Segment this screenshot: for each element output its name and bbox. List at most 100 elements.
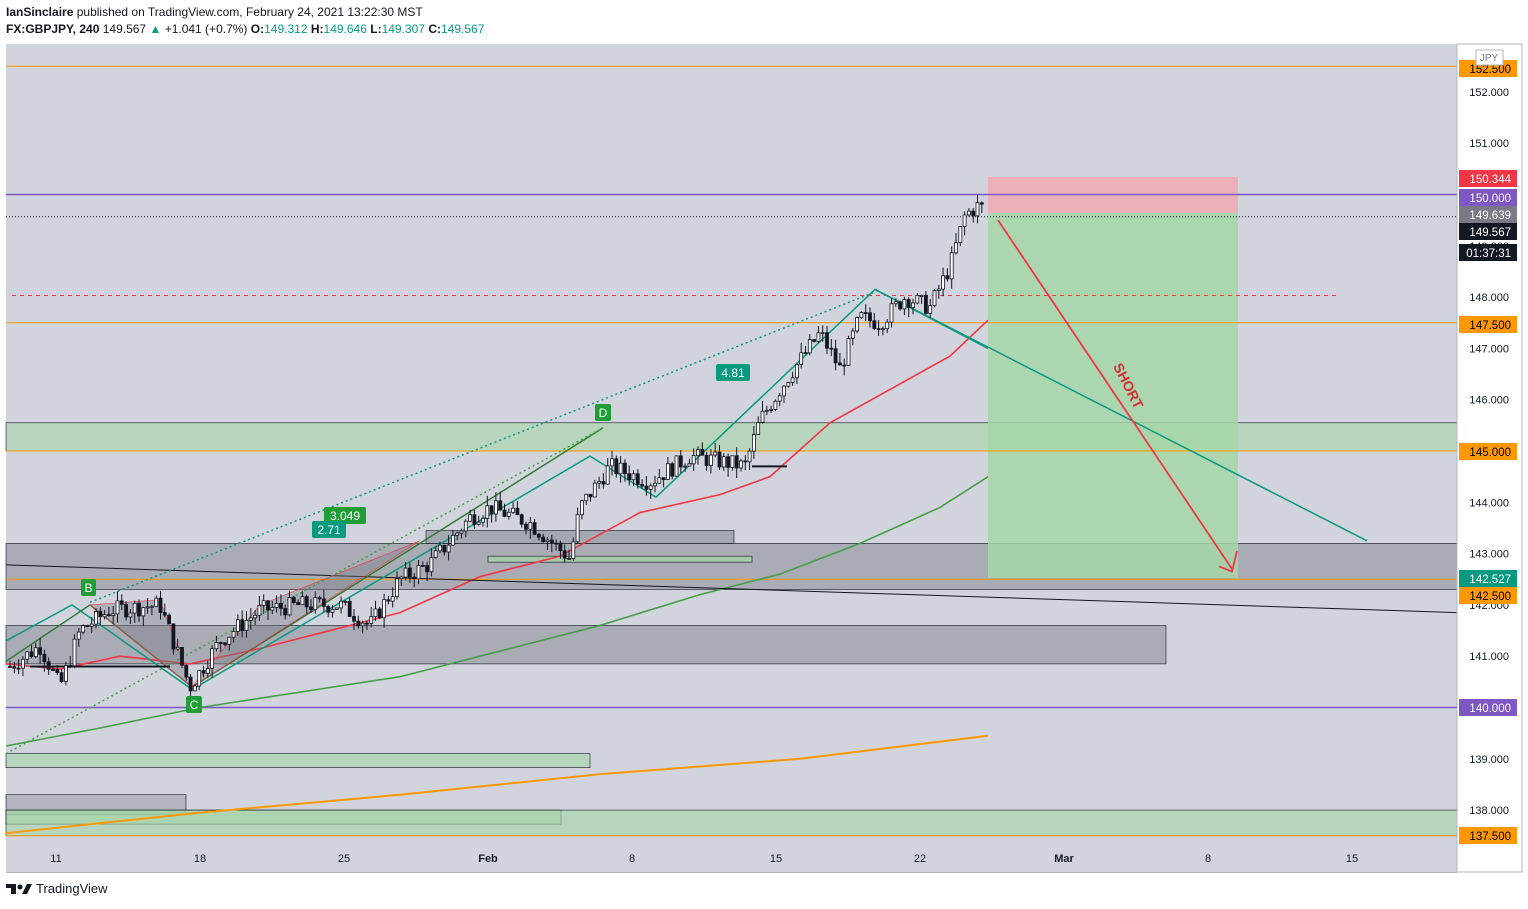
price-tag-label: 150.344 (1469, 174, 1511, 186)
pattern-label-d: D (599, 406, 608, 420)
candle-body (658, 478, 661, 484)
candle-body (821, 333, 824, 334)
candle-body (47, 662, 50, 670)
tradingview-logo-icon (6, 882, 32, 896)
candle-body (980, 203, 983, 204)
candle-body (503, 510, 506, 516)
candle-body (959, 227, 962, 243)
candle-body (679, 456, 682, 467)
candle-body (623, 463, 626, 473)
candle-body (873, 321, 876, 329)
candle-body (903, 300, 906, 309)
candle-body (262, 601, 265, 606)
candle-body (353, 617, 356, 622)
candle-body (817, 333, 820, 342)
candle-body (318, 598, 321, 599)
candle-body (649, 486, 652, 489)
y-tick-label: 151.000 (1469, 138, 1509, 150)
candle-body (967, 211, 970, 215)
candle-body (890, 304, 893, 322)
candle-body (924, 295, 927, 313)
candle-body (408, 568, 411, 577)
candle-body (697, 449, 700, 455)
zone-box-8 (6, 810, 1457, 836)
candle-body (533, 523, 536, 535)
candle-body (297, 603, 300, 605)
candle-body (632, 474, 635, 480)
candle-body (955, 243, 958, 253)
candle-body (615, 459, 618, 474)
candle-body (129, 613, 132, 617)
candle-body (752, 435, 755, 452)
candle-body (937, 289, 940, 290)
candle-body (464, 521, 467, 531)
candle-body (675, 456, 678, 476)
pattern-label-b: B (84, 581, 92, 595)
candle-body (486, 506, 489, 519)
price-tag-label: 142.500 (1469, 591, 1511, 603)
candle-body (727, 457, 730, 468)
candle-body (322, 599, 325, 606)
axis-divider (6, 872, 1457, 873)
zone-box-1 (6, 543, 1457, 589)
candle-body (206, 668, 209, 673)
candle-body (950, 253, 953, 279)
price-tag-label: 01:37:31 (1466, 248, 1511, 260)
candle-body (430, 558, 433, 572)
y-tick-label: 146.000 (1469, 395, 1509, 407)
candle-body (907, 300, 910, 308)
candle-body (795, 364, 798, 377)
candle-body (52, 669, 55, 670)
candle-body (202, 671, 205, 674)
price-tag-label: 149.567 (1469, 227, 1511, 239)
candle-body (314, 598, 317, 610)
candle-body (215, 642, 218, 648)
x-tick-label: Mar (1054, 853, 1074, 865)
candle-body (241, 620, 244, 631)
candle-body (116, 601, 119, 614)
y-tick-label: 141.000 (1469, 651, 1509, 663)
candle-body (744, 461, 747, 462)
candle-body (254, 615, 257, 618)
candle-body (778, 396, 781, 401)
candle-body (43, 654, 46, 662)
candle-body (146, 607, 149, 608)
candle-body (813, 340, 816, 342)
footer-brand[interactable]: TradingView (6, 881, 108, 896)
candle-body (163, 612, 166, 615)
price-tag-label: 142.527 (1469, 574, 1511, 586)
x-tick-label: 8 (629, 853, 635, 865)
candle-body (267, 601, 270, 610)
candle-body (90, 624, 93, 626)
candle-body (159, 598, 162, 612)
candle-body (834, 349, 837, 363)
candle-body (757, 422, 760, 434)
candle-body (383, 600, 386, 618)
candle-body (56, 670, 59, 673)
candle-body (301, 597, 304, 605)
x-tick-label: Feb (478, 853, 498, 865)
candle-body (808, 340, 811, 353)
candle-body (39, 648, 42, 654)
price-tag-label: 149.639 (1469, 210, 1511, 222)
candle-body (443, 545, 446, 552)
candle-body (249, 618, 252, 621)
candle-body (176, 647, 179, 649)
candle-body (636, 474, 639, 485)
candle-body (469, 515, 472, 522)
candle-body (482, 518, 485, 522)
candle-body (340, 601, 343, 608)
candle-body (580, 501, 583, 515)
candle-body (456, 533, 459, 535)
candle-body (593, 483, 596, 497)
price-tag-label: 145.000 (1469, 447, 1511, 459)
candle-body (770, 409, 773, 410)
candle-body (34, 648, 37, 657)
candle-body (404, 568, 407, 577)
candle-body (451, 535, 454, 545)
candle-body (589, 494, 592, 497)
candle-body (490, 506, 493, 514)
candle-body (688, 464, 691, 466)
candle-body (684, 466, 687, 467)
